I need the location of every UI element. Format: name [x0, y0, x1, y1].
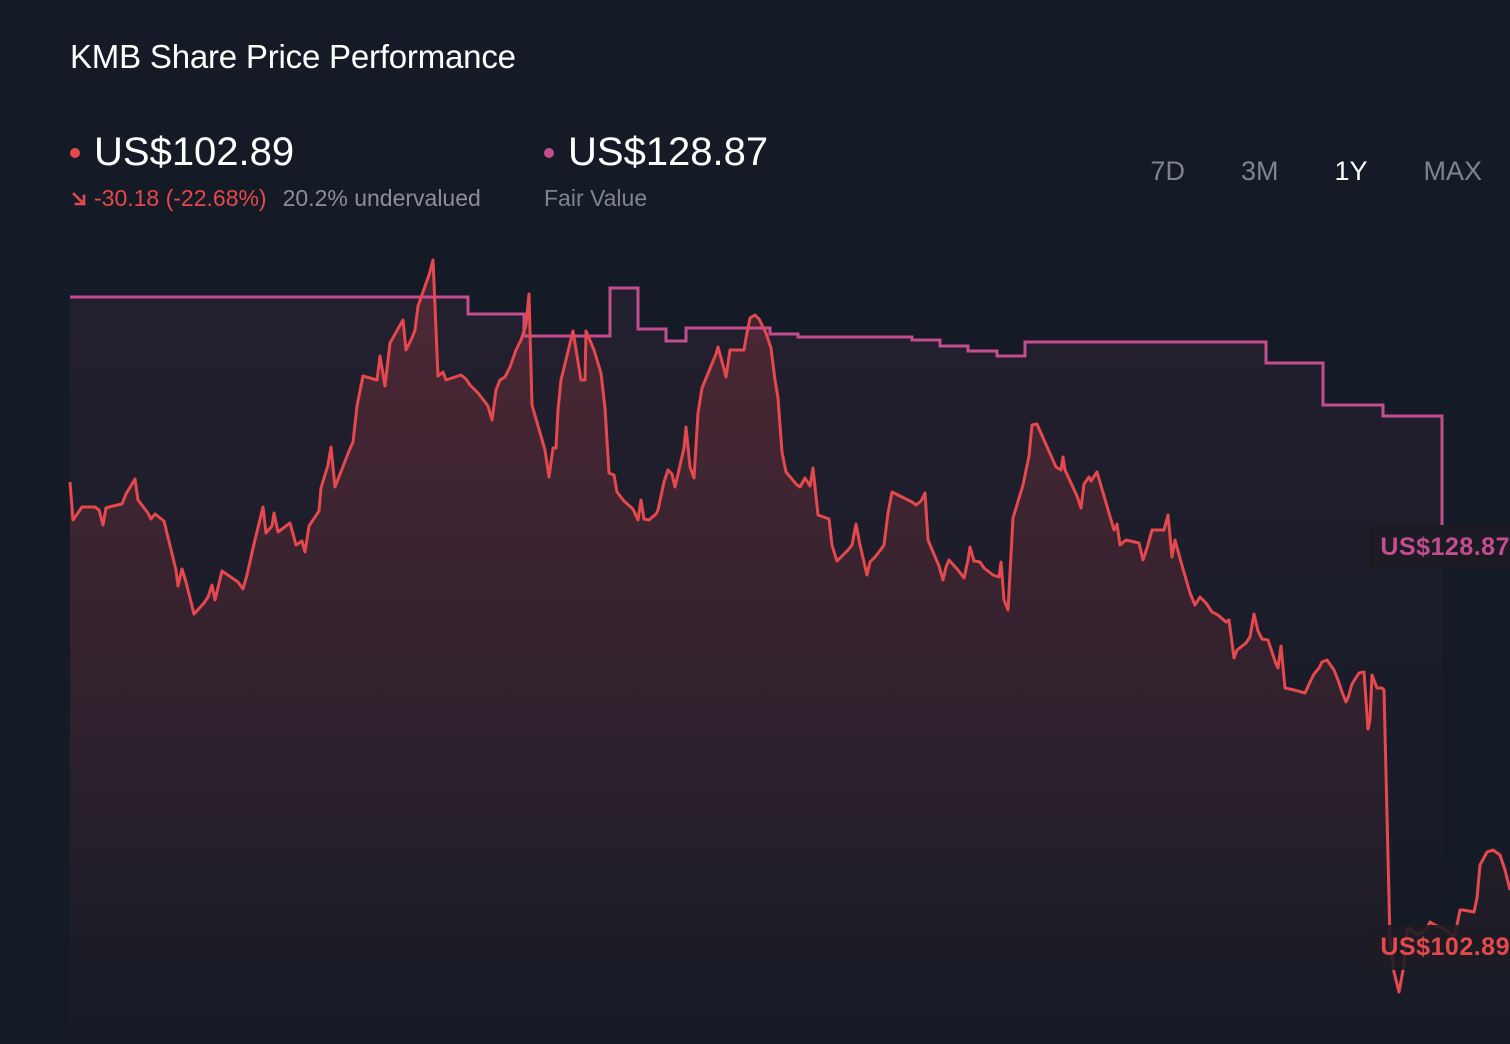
fair-value-amount: US$128.87	[568, 130, 769, 174]
price-line	[68, 258, 1510, 994]
fair-value-dot-icon	[544, 147, 554, 158]
tab-7d[interactable]: 7D	[1150, 156, 1185, 186]
fair-value-legend: US$128.87 Fair Value	[544, 130, 768, 212]
price-change-value: -30.18 (-22.68%)	[94, 185, 267, 211]
tab-3m[interactable]: 3M	[1240, 156, 1279, 186]
arrow-down-right-icon	[72, 191, 86, 206]
tab-1y[interactable]: 1Y	[1334, 156, 1368, 186]
current-price: US$102.89	[94, 130, 295, 174]
fair-value-end-label: US$128.87	[1369, 525, 1510, 570]
valuation-note: 20.2% undervalued	[282, 185, 481, 211]
price-area	[70, 260, 1510, 1044]
fair-value-label: Fair Value	[544, 185, 648, 211]
tab-max[interactable]: MAX	[1423, 156, 1482, 186]
fair-value-line	[70, 286, 1444, 525]
time-range-tabs: 7D 3M 1Y MAX	[1122, 156, 1482, 187]
chart-title: KMB Share Price Performance	[70, 38, 516, 75]
price-legend: US$102.89 -30.18 (-22.68%) 20.2% underva…	[70, 130, 481, 212]
price-end-label: US$102.89	[1369, 925, 1510, 970]
price-dot-icon	[70, 147, 80, 158]
price-change: -30.18 (-22.68%)	[70, 185, 267, 212]
